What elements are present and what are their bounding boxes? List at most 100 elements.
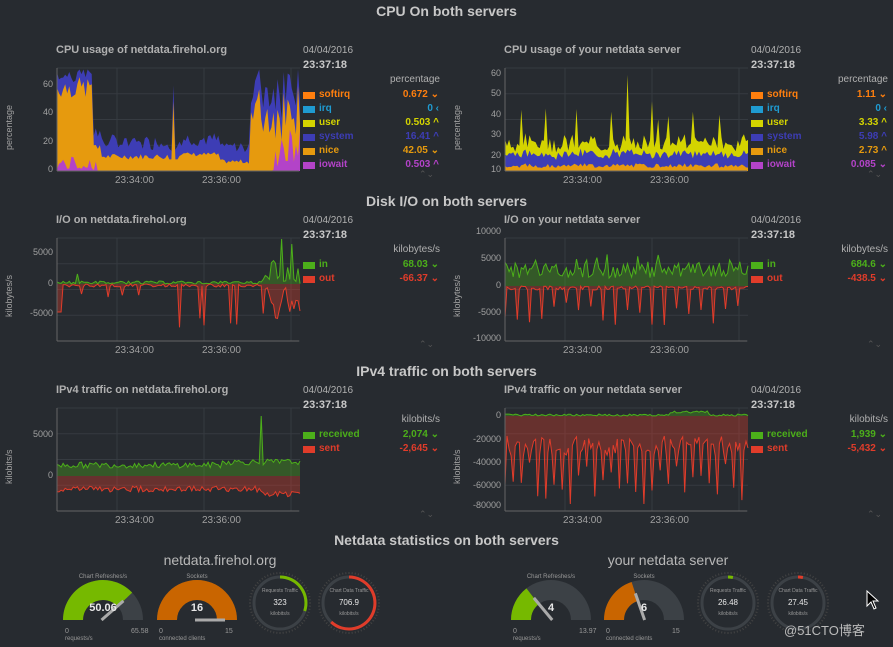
legend-row-user[interactable]: user 0.503 ^ [303, 117, 439, 130]
donut-tick [321, 587, 325, 589]
y-tick-label: -20000 [472, 434, 501, 444]
donut-tick [714, 629, 717, 632]
donut-tick [821, 619, 824, 622]
donut-tick [338, 630, 341, 633]
series-system [505, 148, 748, 171]
donut-tick [768, 592, 771, 595]
donut-chart-data-traffic-sub: kilobits/s [788, 611, 808, 617]
legend-row-irq[interactable]: irq 0 ‹ [303, 103, 439, 116]
legend-row-user[interactable]: user 3.33 ^ [751, 117, 887, 130]
donut-tick [299, 579, 302, 582]
donut-tick [749, 581, 752, 584]
legend-row-out[interactable]: out -66.37 ⌄ [303, 273, 439, 286]
donut-tick [357, 573, 360, 576]
y-tick-label: 10 [490, 164, 501, 174]
donut-tick [812, 575, 814, 579]
x-tick-label: 23:34:00 [563, 175, 602, 186]
series-iowait [57, 129, 300, 171]
legend-row-iowait[interactable]: iowait 0.085 ⌄ [751, 159, 887, 172]
zoom-arrows-icon[interactable]: ⌃⌄ [867, 339, 883, 349]
donut-tick [742, 575, 744, 579]
chart-units: kilobits/s [401, 414, 440, 425]
legend-row-nice[interactable]: nice 2.73 ^ [751, 145, 887, 158]
donut-chart-data-traffic-value: 27.45 [787, 598, 809, 607]
zoom-arrows-icon[interactable]: ⌃⌄ [419, 339, 435, 349]
plot-area [504, 407, 749, 512]
y-tick-label: 0 [47, 164, 53, 174]
legend-value: 0 ‹ [875, 103, 887, 114]
donut-tick [376, 592, 379, 595]
zoom-arrows-icon[interactable]: ⌃⌄ [419, 169, 435, 179]
donut-tick [250, 611, 253, 614]
legend-swatch [751, 262, 763, 269]
legend-row-sent[interactable]: sent -5,432 ⌄ [751, 443, 887, 456]
gauge-fill [157, 580, 237, 621]
donut-tick [320, 614, 323, 617]
gauge-chart-refreshes-value: 4 [547, 602, 555, 614]
legend-row-irq[interactable]: irq 0 ‹ [751, 103, 887, 116]
legend-name: softirq [767, 89, 799, 100]
legend-swatch [751, 276, 763, 283]
legend-row-softirq[interactable]: softirq 1.11 ⌄ [751, 89, 887, 102]
y-tick-label: 30 [490, 129, 501, 139]
donut-tick [822, 587, 826, 589]
donut-tick [806, 630, 809, 633]
donut-chart-data-traffic [767, 572, 829, 634]
donut-tick [736, 573, 739, 576]
plot-area [57, 67, 300, 172]
legend-row-in[interactable]: in 68.03 ⌄ [303, 259, 439, 272]
legend-swatch [303, 432, 315, 439]
donut-tick [375, 589, 378, 592]
donut-tick [323, 619, 326, 622]
donut-tick [301, 622, 304, 625]
legend-name: out [767, 273, 783, 284]
y-tick-label: 0 [47, 278, 53, 288]
legend-row-system[interactable]: system 5.98 ^ [751, 131, 887, 144]
zoom-arrows-icon[interactable]: ⌃⌄ [867, 509, 883, 519]
x-tick-label: 23:34:00 [115, 175, 154, 186]
donut-requests-traffic [697, 572, 759, 634]
y-tick-label: 20 [490, 150, 501, 160]
donut-tick [266, 629, 269, 632]
donut-tick [752, 617, 756, 619]
donut-tick [372, 584, 375, 587]
legend-value: 0 ‹ [427, 103, 439, 114]
legend-row-nice[interactable]: nice 42.05 ⌄ [303, 145, 439, 158]
donut-tick [301, 581, 304, 584]
chart-units: kilobytes/s [841, 244, 888, 255]
donut-requests-traffic-title: Requests Traffic [709, 588, 747, 594]
legend-row-iowait[interactable]: iowait 0.503 ^ [303, 159, 439, 172]
legend-row-in[interactable]: in 684.6 ⌄ [751, 259, 887, 272]
donut-tick [754, 589, 757, 592]
legend-value: 68.03 ⌄ [402, 259, 439, 270]
gauge-chart-refreshes-min: 0 [65, 628, 69, 635]
gauge-fill [63, 580, 133, 621]
gauge-sockets-title: Sockets [633, 574, 655, 580]
legend-name: in [767, 259, 776, 270]
donut-tick [288, 630, 291, 633]
y-tick-label: -80000 [472, 500, 501, 510]
donut-tick [252, 587, 256, 589]
donut-fill [727, 575, 734, 579]
gauge-chart-refreshes-value: 50.06 [89, 602, 117, 614]
zoom-arrows-icon[interactable]: ⌃⌄ [867, 169, 883, 179]
donut-chart-data-traffic-value: 706.9 [338, 598, 360, 607]
host-label-left: netdata.firehol.org [163, 552, 277, 568]
legend-row-received[interactable]: received 1,939 ⌄ [751, 429, 887, 442]
legend-row-system[interactable]: system 16.41 ^ [303, 131, 439, 144]
legend-row-received[interactable]: received 2,074 ⌄ [303, 429, 439, 442]
donut-tick [782, 627, 784, 631]
chart-time: 23:37:18 [751, 229, 796, 241]
legend-name: in [319, 259, 328, 270]
gauge-sockets [604, 580, 684, 621]
x-tick-label: 23:36:00 [650, 345, 689, 356]
zoom-arrows-icon[interactable]: ⌃⌄ [419, 509, 435, 519]
donut-tick [372, 619, 375, 622]
legend-name: sent [767, 443, 788, 454]
legend-row-sent[interactable]: sent -2,645 ⌄ [303, 443, 439, 456]
donut-tick [809, 629, 812, 632]
legend-row-softirq[interactable]: softirq 0.672 ⌄ [303, 89, 439, 102]
legend-swatch [751, 446, 763, 453]
donut-tick [304, 587, 308, 589]
legend-row-out[interactable]: out -438.5 ⌄ [751, 273, 887, 286]
